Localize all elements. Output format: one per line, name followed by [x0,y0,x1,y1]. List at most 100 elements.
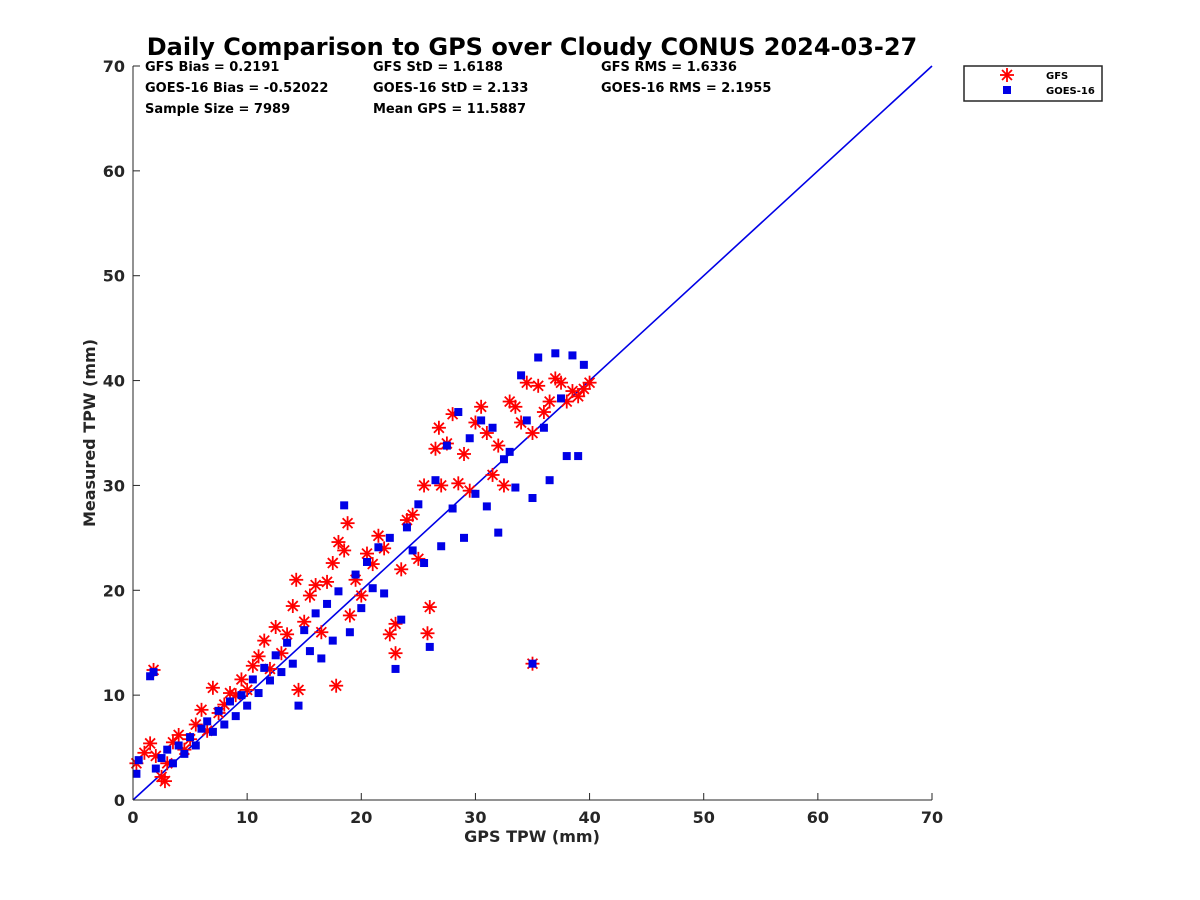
x-tick-label: 40 [578,808,600,827]
goes-16-point [163,745,172,754]
x-tick-label: 10 [236,808,258,827]
gfs-point [485,467,500,482]
goes-16-point [208,727,217,736]
goes-16-point [579,360,588,369]
gfs-point [302,588,317,603]
goes-16-point [557,394,566,403]
goes-16-point [168,759,177,768]
gfs-point [542,394,557,409]
gfs-point [340,516,355,531]
gfs-point [531,378,546,393]
gfs-point [289,572,304,587]
goes-16-point [397,615,406,624]
stat-sample-size: Sample Size = 7989 [145,102,290,117]
goes-16-point [477,416,486,425]
x-tick-label: 60 [807,808,829,827]
gfs-point [536,405,551,420]
gfs-point [508,399,523,414]
goes-16-point [283,638,292,647]
gfs-point [257,633,272,648]
goes-16-point [214,706,223,715]
goes-16-point [568,351,577,360]
goes-16-point [146,672,155,681]
goes-16-point [454,408,463,417]
gfs-point [320,574,335,589]
goes-16-point [522,416,531,425]
x-tick-label: 30 [464,808,486,827]
legend-marker-goes-16 [1003,86,1011,94]
goes-16-point [442,441,451,450]
gfs-point [394,562,409,577]
goes-16-point [408,546,417,555]
gfs-point [491,438,506,453]
goes-16-point [574,452,583,461]
goes-16-point [494,528,503,537]
gfs-point [554,375,569,390]
gfs-point [420,626,435,641]
goes-16-point [562,452,571,461]
gfs-point [405,507,420,522]
stat-gfs-rms: GFS RMS = 1.6336 [601,60,737,75]
goes-16-point [151,764,160,773]
y-tick-label: 60 [103,162,125,181]
stat-goes-std: GOES-16 StD = 2.133 [373,81,528,96]
goes-16-point [317,654,326,663]
goes-16-point [288,659,297,668]
gfs-point [428,441,443,456]
stat-gfs-std: GFS StD = 1.6188 [373,60,503,75]
gfs-point [411,551,426,566]
goes-16-point [374,543,383,552]
y-tick-label: 0 [114,791,125,810]
gfs-point [354,588,369,603]
goes-16-point [134,756,143,765]
axes [132,66,932,801]
legend-marker-gfs [1000,68,1014,82]
goes-16-point [551,349,560,358]
gfs-point [325,556,340,571]
goes-16-point [517,371,526,380]
y-tick-label: 20 [103,581,125,600]
goes-16-point [345,628,354,637]
x-tick-label: 0 [127,808,138,827]
gfs-point [525,426,540,440]
gfs-point [245,658,260,673]
series-layer [129,349,597,789]
goes-16-point [431,476,440,485]
goes-16-point [385,533,394,542]
gfs-point [496,478,511,493]
goes-16-point [528,494,537,503]
gfs-point [308,578,323,593]
gfs-point [371,528,386,543]
gfs-point [329,678,344,693]
legend-goes-16-symbol [1003,86,1011,94]
goes-16-point [505,447,514,456]
goes-16-point [448,504,457,513]
gfs-point [268,619,283,634]
gfs-point [234,672,249,687]
x-tick-label: 20 [350,808,372,827]
goes-16-point [294,701,303,710]
gfs-point [422,600,437,615]
y-tick-label: 30 [103,476,125,495]
legend-box [963,65,1103,102]
goes-16-point [328,636,337,645]
goes-16-point [277,668,286,677]
gfs-point [251,649,266,664]
goes-16-point [180,749,189,758]
series-gfs [129,371,597,789]
goes-16-point [414,500,423,509]
x-ticks: 0 10 20 30 40 50 60 70 [127,793,943,827]
gfs-point [291,682,306,697]
goes-16-point [149,668,158,677]
goes-16-point [465,434,474,443]
y-tick-label: 70 [103,57,125,76]
y-ticks: 0 10 20 30 40 50 60 70 [103,57,140,810]
goes-16-point [539,423,548,432]
gfs-point [382,627,397,642]
goes-16-point [305,647,314,656]
gfs-point [474,399,489,414]
stat-goes-rms: GOES-16 RMS = 2.1955 [601,81,771,96]
goes-16-point [534,353,543,362]
goes-16-point [197,724,206,733]
gfs-point [388,646,403,661]
